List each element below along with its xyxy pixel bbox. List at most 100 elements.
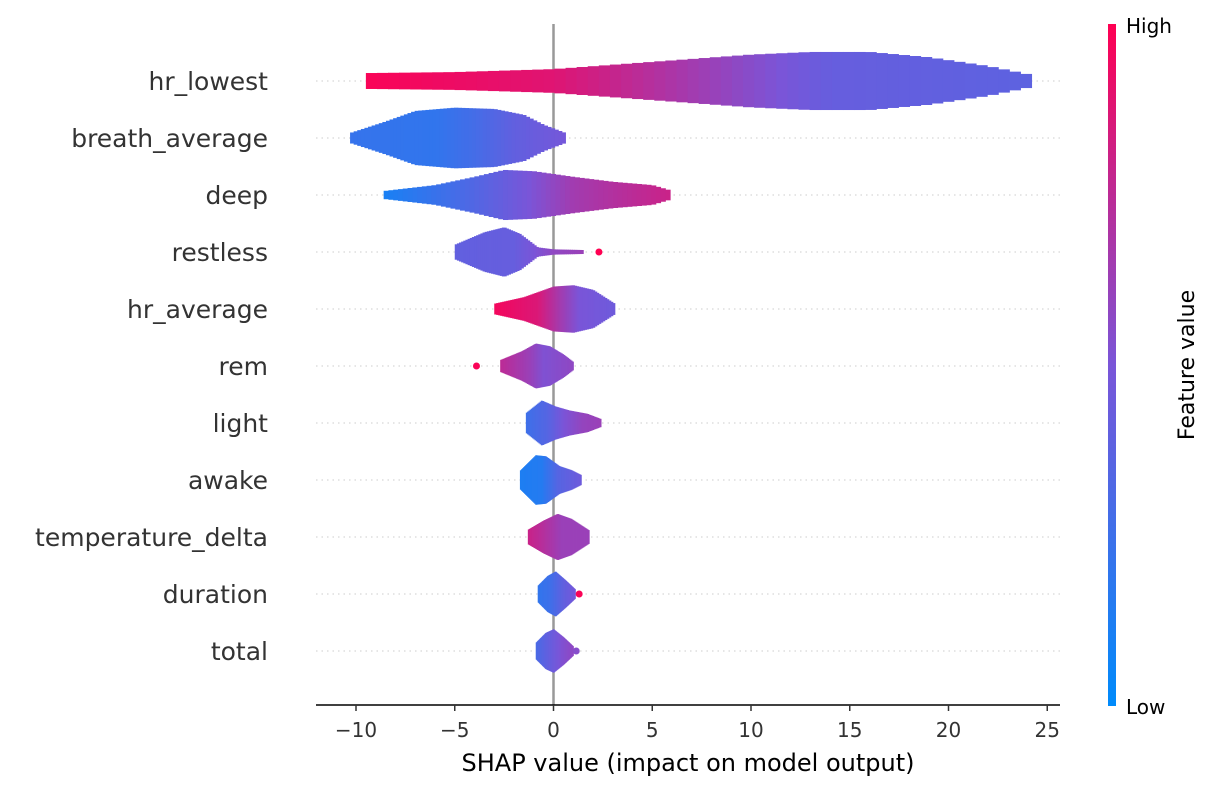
- violin-slice: [524, 296, 527, 322]
- violin-slice: [506, 228, 509, 276]
- violin-slice: [522, 350, 524, 382]
- violin-slice: [523, 350, 526, 382]
- violin-slice: [353, 131, 358, 145]
- violin-slice: [389, 119, 394, 157]
- violin-slice: [569, 584, 571, 604]
- violin-slice: [592, 290, 596, 328]
- violin-slice: [500, 110, 505, 166]
- violin-slice: [560, 575, 562, 613]
- violin-slice: [518, 298, 521, 320]
- violin-slice: [556, 631, 558, 671]
- feature-label-temperature_delta: temperature_delta: [35, 523, 268, 552]
- violin-slice: [572, 471, 575, 489]
- violin-slice: [548, 631, 551, 671]
- violin-slice: [551, 573, 553, 615]
- violin-slice: [572, 411, 574, 435]
- violin-slice: [687, 58, 700, 104]
- violin-slice: [540, 637, 542, 665]
- violin-slice: [530, 460, 532, 500]
- violin-slice: [564, 409, 567, 437]
- violin-slice: [541, 521, 543, 553]
- x-tick-label: 5: [646, 718, 659, 742]
- violin-slice: [567, 410, 569, 436]
- violin-slice: [621, 63, 633, 99]
- violin-slice: [557, 632, 559, 670]
- violin-slice: [576, 522, 579, 552]
- violin-slice: [765, 53, 777, 109]
- violin-slice: [560, 175, 566, 215]
- violin-slice: [593, 179, 600, 211]
- violin-slice: [533, 525, 536, 549]
- violin-slice: [558, 574, 561, 614]
- violin-slice: [595, 417, 598, 429]
- violin-slice: [577, 523, 580, 551]
- violin-slice: [550, 404, 553, 442]
- violin-slice: [568, 642, 571, 660]
- violin-slice: [497, 109, 502, 167]
- violin-slice: [524, 466, 526, 494]
- violin-slice: [539, 455, 541, 505]
- violin-slice: [538, 523, 540, 551]
- violin-slice: [539, 583, 541, 605]
- violin-slice: [400, 115, 405, 161]
- violin-slice: [541, 581, 543, 607]
- violin-rem: [472, 343, 574, 389]
- violin-slice: [557, 573, 559, 615]
- violin-slice: [720, 56, 733, 106]
- violin-slice: [544, 633, 546, 669]
- violin-slice: [478, 234, 482, 270]
- violin-slice: [566, 468, 569, 492]
- violin-slice: [567, 469, 570, 491]
- violin-slice: [512, 354, 515, 378]
- violin-slice: [535, 404, 538, 442]
- violin-slice: [776, 53, 788, 109]
- violin-slice: [523, 237, 526, 267]
- violin-slice: [545, 633, 547, 669]
- violin-slice: [572, 285, 576, 333]
- violin-slice: [496, 303, 499, 315]
- violin-slice: [607, 181, 614, 209]
- violin-slice: [580, 412, 583, 434]
- violin-slice: [574, 471, 576, 489]
- violin-slice: [562, 354, 565, 378]
- violin-slice: [488, 230, 492, 274]
- violin-slice: [464, 108, 470, 168]
- violin-slice: [553, 572, 555, 616]
- violin-slice: [568, 469, 571, 491]
- violin-slice: [508, 229, 511, 275]
- violin-slice: [517, 170, 523, 220]
- violin-slice: [564, 516, 567, 558]
- feature-label-hr_average: hr_average: [127, 295, 268, 324]
- feature-label-deep: deep: [206, 181, 269, 210]
- violin-slice: [429, 109, 434, 167]
- violin-slice: [560, 634, 562, 668]
- violin-slice: [561, 132, 566, 144]
- violin-slice: [598, 294, 602, 324]
- violin-slice: [436, 184, 442, 206]
- violin-slice: [539, 638, 541, 664]
- violin-slice: [446, 108, 452, 168]
- violin-slice: [465, 71, 478, 91]
- violin-slice: [535, 642, 537, 660]
- violin-slice: [426, 185, 432, 205]
- violin-slice: [480, 233, 484, 271]
- violin-slice: [527, 463, 529, 497]
- violin-slice: [551, 347, 554, 385]
- violin-slice: [532, 293, 536, 325]
- violin-slice: [584, 528, 587, 546]
- violin-slice: [544, 248, 548, 256]
- violin-slice: [528, 295, 531, 323]
- violin-slice: [479, 108, 484, 168]
- violin-slice: [569, 176, 576, 214]
- violin-slice: [531, 345, 534, 387]
- violin-slice: [454, 107, 459, 169]
- violin-slice: [557, 514, 560, 560]
- violin-slice: [493, 171, 499, 219]
- violin-slice: [571, 644, 573, 658]
- violin-slice: [512, 170, 518, 220]
- violin-slice: [476, 71, 489, 91]
- x-axis-title: SHAP value (impact on model output): [462, 749, 915, 777]
- violin-slice: [548, 575, 550, 613]
- violin-slice: [546, 248, 550, 256]
- violin-slice: [555, 406, 558, 440]
